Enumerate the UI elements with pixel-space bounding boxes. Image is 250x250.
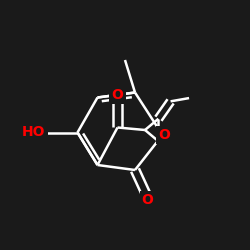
Text: O: O (142, 193, 154, 207)
Text: O: O (112, 88, 124, 102)
Text: O: O (158, 128, 170, 142)
Text: HO: HO (22, 126, 46, 140)
